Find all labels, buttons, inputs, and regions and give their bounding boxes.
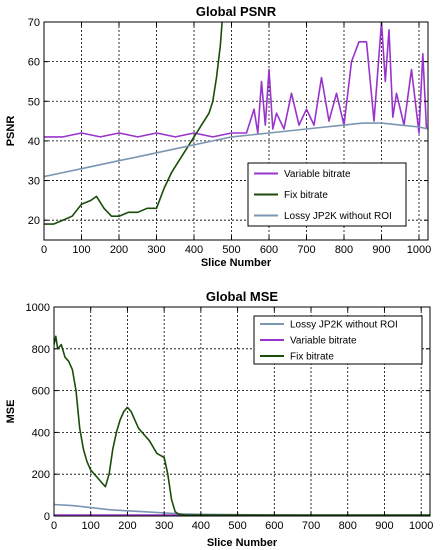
chart1-y-tick-label: 40 [28, 136, 40, 148]
chart2-x-tick-label: 500 [228, 520, 246, 532]
chart2-legend-label-2: Variable bitrate [290, 336, 357, 347]
chart1-legend-label-2: Fix bitrate [284, 190, 328, 201]
chart1-x-tick-label: 800 [335, 244, 353, 256]
chart2-axes-frame [53, 306, 431, 517]
chart1-group: 0 100 200 300 400 500 600 700 800 900 1000 20 30 40 50… [5, 4, 431, 269]
chart1-legend-label-1: Variable bitrate [284, 169, 351, 180]
chart1-x-tick-label: 100 [72, 244, 90, 256]
chart1-x-tick-label: 300 [147, 244, 165, 256]
chart2-x-tick-label: 900 [375, 520, 393, 532]
chart1-y-tick-label: 60 [28, 57, 40, 69]
chart1-y-tick-label: 50 [28, 96, 40, 108]
chart2-x-tick-label: 200 [118, 520, 136, 532]
chart1-series-line-2 [44, 22, 223, 225]
chart1-series-line-1 [44, 22, 428, 138]
chart2-x-tick-label: 700 [302, 520, 320, 532]
chart2-y-tick-label: 800 [32, 344, 50, 356]
chart1-y-tick-label: 70 [28, 17, 40, 29]
chart1-x-tick-label: 1000 [407, 244, 431, 256]
chart2-x-tick-label: 800 [339, 520, 357, 532]
chart1-x-tick-label: 500 [222, 244, 240, 256]
chart1-legend-label-3: Lossy JP2K without ROI [284, 211, 392, 222]
chart2-x-tick-label: 100 [82, 520, 100, 532]
chart2-title: Global MSE [206, 289, 279, 304]
chart1-title: Global PSNR [196, 4, 277, 19]
chart1-x-tick-label: 900 [372, 244, 390, 256]
chart1-axes-frame [43, 21, 429, 241]
chart1-series-line-3 [44, 122, 428, 178]
chart2-group: 0 100 200 300 400 500 600 700 800 900 1000 0 200 400 6… [5, 289, 433, 549]
chart1-y-axis-label: PSNR [5, 116, 17, 147]
chart2-x-tick-label: 600 [265, 520, 283, 532]
chart2-legend-label-3: Fix bitrate [290, 352, 334, 363]
chart1-y-tick-label: 20 [28, 215, 40, 227]
chart2-x-axis-label: Slice Number [207, 537, 278, 549]
chart1-x-tick-label: 200 [110, 244, 128, 256]
chart2-y-axis-label: MSE [5, 400, 17, 424]
chart1-y-tick-label: 30 [28, 176, 40, 188]
chart1-x-tick-label: 700 [297, 244, 315, 256]
chart2-x-tick-label: 300 [155, 520, 173, 532]
chart2-legend-label-1: Lossy JP2K without ROI [290, 320, 398, 331]
chart2-series-line-3 [54, 335, 430, 516]
chart2-y-tick-label: 0 [44, 511, 50, 523]
chart2-y-tick-label: 200 [32, 469, 50, 481]
chart1-x-tick-label: 400 [185, 244, 203, 256]
chart1-x-tick-label: 0 [41, 244, 47, 256]
chart2-y-tick-label: 400 [32, 427, 50, 439]
chart2-x-tick-label: 400 [192, 520, 210, 532]
chart2-x-tick-label: 1000 [409, 520, 433, 532]
chart2-y-tick-label: 600 [32, 386, 50, 398]
chart1-x-axis-label: Slice Number [201, 257, 272, 269]
chart2-x-tick-label: 0 [51, 520, 57, 532]
chart1-x-tick-label: 600 [260, 244, 278, 256]
chart2-y-tick-label: 1000 [26, 302, 50, 314]
